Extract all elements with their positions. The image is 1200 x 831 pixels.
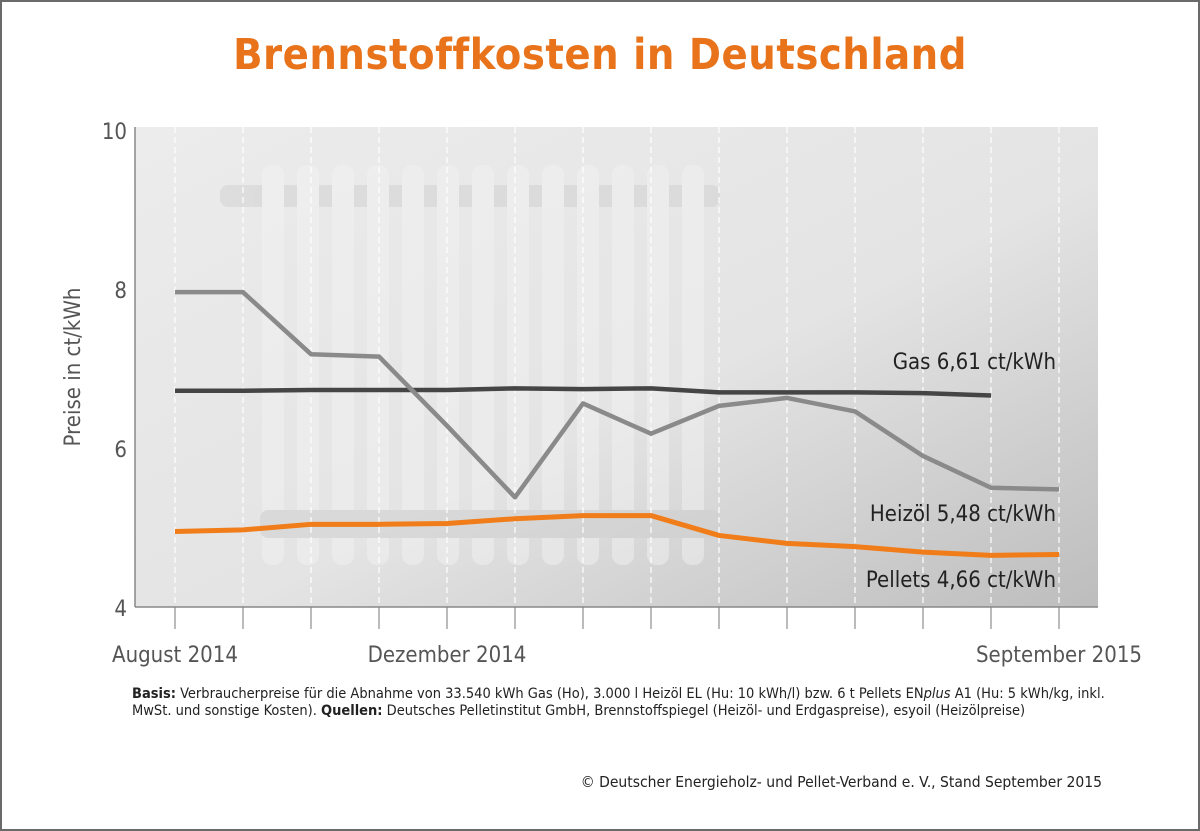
- radiator-watermark: [220, 165, 720, 565]
- series-label-gas: Gas 6,61 ct/kWh: [893, 350, 1056, 375]
- series-label-heizöl: Heizöl 5,48 ct/kWh: [870, 502, 1056, 527]
- x-tick-label: Dezember 2014: [368, 643, 527, 668]
- radiator-fin: [612, 165, 634, 565]
- radiator-fin: [647, 165, 669, 565]
- y-tick-label: 8: [114, 279, 127, 304]
- sources-text: Deutsches Pelletinstitut GmbH, Brennstof…: [382, 703, 1026, 719]
- series-line-pellets: [174, 513, 1060, 558]
- radiator-pipe: [220, 185, 720, 207]
- radiator-fin: [542, 165, 564, 565]
- basis-text-2: A1 (Hu: 5 kWh/kg, inkl. MwSt. und sonsti…: [132, 686, 1105, 719]
- radiator-fin: [262, 165, 284, 565]
- radiator-fin: [507, 165, 529, 565]
- series-line-heizöl: [175, 289, 1060, 500]
- radiator-fin: [402, 165, 424, 565]
- radiator-fin: [577, 165, 599, 565]
- radiator-fin: [437, 165, 459, 565]
- series-label-pellets: Pellets 4,66 ct/kWh: [866, 568, 1056, 593]
- x-tick-label: September 2015: [976, 643, 1142, 668]
- radiator-fin: [682, 165, 704, 565]
- radiator-fin: [297, 165, 319, 565]
- series-line-gas: [175, 386, 992, 398]
- x-tick-label: August 2014: [112, 643, 238, 668]
- y-tick-label: 6: [114, 438, 127, 463]
- basis-italic: plus: [923, 686, 951, 702]
- basis-text-1: Verbraucherpreise für die Abnahme von 33…: [175, 686, 924, 702]
- radiator-fin: [367, 165, 389, 565]
- footnote: Basis: Verbraucherpreise für die Abnahme…: [132, 686, 1112, 720]
- basis-label: Basis:: [132, 686, 176, 702]
- chart-title: Brennstoffkosten in Deutschland: [233, 30, 967, 80]
- y-tick-label: 4: [114, 597, 127, 622]
- copyright: © Deutscher Energieholz- und Pellet-Verb…: [580, 773, 1102, 791]
- radiator-fin: [332, 165, 354, 565]
- sources-label: Quellen:: [321, 703, 383, 719]
- radiator-fin: [472, 165, 494, 565]
- y-axis-label: Preise in ct/kWh: [61, 288, 86, 447]
- y-tick-label: 10: [102, 120, 127, 145]
